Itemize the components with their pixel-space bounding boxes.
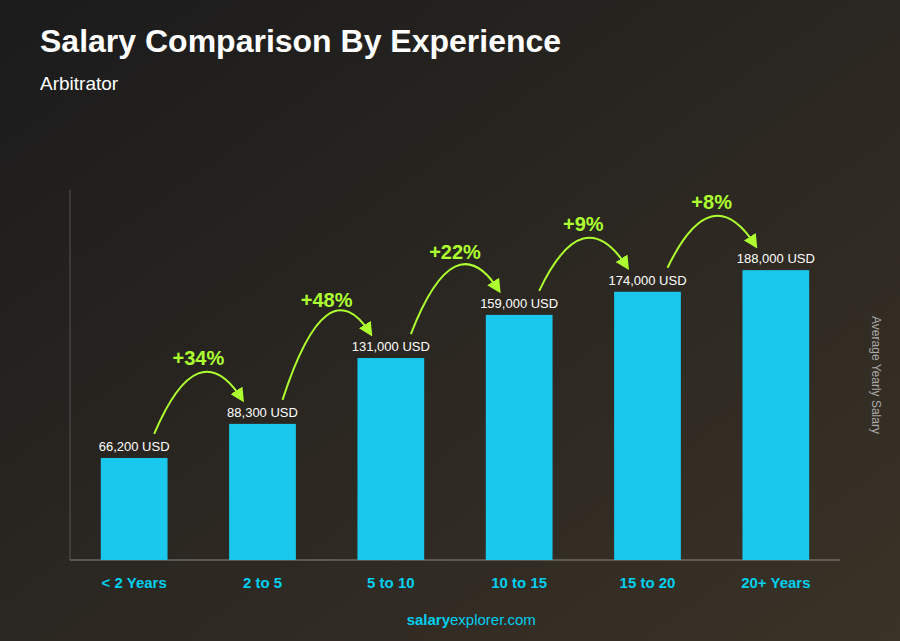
footer: explorer.com [450, 611, 536, 628]
bar [101, 458, 168, 560]
bar [486, 315, 553, 560]
change-arc [283, 310, 371, 400]
change-label: +9% [563, 213, 604, 235]
title: Salary Comparison By Experience [40, 23, 561, 59]
footer: salary [407, 611, 451, 628]
change-arc [539, 238, 627, 291]
x-tick-label: 15 to 20 [620, 574, 676, 591]
change-label: +8% [691, 191, 732, 213]
x-tick-label: 5 to 10 [367, 574, 415, 591]
change-arc [154, 372, 242, 434]
x-tick-label: 2 to 5 [243, 574, 282, 591]
change-label: +22% [429, 241, 481, 263]
value-label: 131,000 USD [352, 339, 430, 354]
y-axis-line [70, 190, 71, 560]
change-arc [411, 264, 499, 334]
change-arc [668, 216, 756, 268]
change-label: +48% [301, 289, 353, 311]
bar [229, 424, 296, 560]
subtitle: Arbitrator [40, 73, 119, 94]
y-axis-label: Average Yearly Salary [869, 316, 883, 434]
value-label: 88,300 USD [227, 405, 298, 420]
bar [614, 292, 681, 560]
baseline [70, 560, 840, 561]
x-tick-label: < 2 Years [102, 574, 167, 591]
bar [742, 270, 809, 560]
x-tick-label: 10 to 15 [491, 574, 547, 591]
chart: Salary Comparison By Experience Arbitrato… [0, 0, 900, 641]
value-label: 159,000 USD [480, 296, 558, 311]
bar [357, 358, 424, 560]
value-label: 66,200 USD [99, 439, 170, 454]
value-label: 174,000 USD [608, 273, 686, 288]
change-label: +34% [172, 347, 224, 369]
bars [101, 270, 809, 560]
background [0, 0, 900, 641]
x-tick-label: 20+ Years [741, 574, 810, 591]
value-label: 188,000 USD [737, 251, 815, 266]
